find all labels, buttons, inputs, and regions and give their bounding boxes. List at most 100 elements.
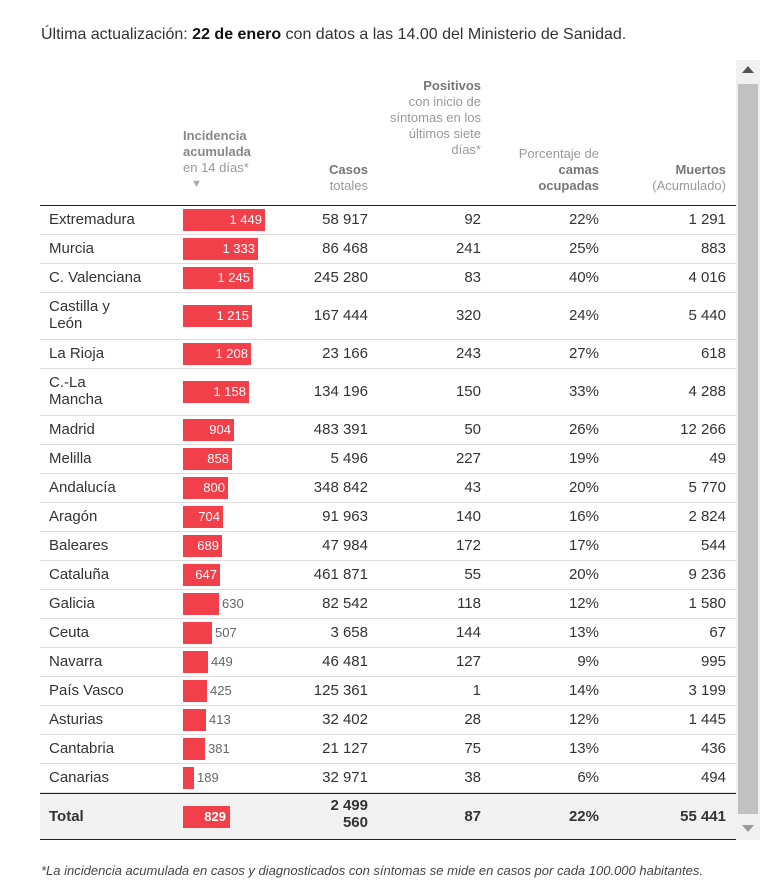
positives-cell: 43 [464,479,481,496]
bed-occupancy-cell: 17% [568,537,599,554]
cases-cell: 32 402 [322,711,368,728]
positives-cell: 55 [464,566,481,583]
bed-occupancy-cell: 26% [568,421,599,438]
positives-cell: 144 [455,624,481,641]
bed-occupancy-cell: 24% [568,307,599,324]
bed-occupancy-cell: 20% [568,566,599,583]
incidence-value: 630 [222,596,244,611]
bed-occupancy-cell: 9% [577,653,599,670]
cases-cell: 483 391 [313,421,368,438]
incidence-bar [183,381,249,403]
total-label: Total [49,808,84,825]
region-name: Cantabria [49,740,115,757]
header-divider [40,205,736,206]
deaths-cell: 1 580 [688,595,726,612]
cases-cell: 47 984 [322,537,368,554]
incidence-bar [183,622,212,644]
bed-occupancy-cell: 40% [568,269,599,286]
cases-cell: 23 166 [322,345,368,362]
data-table: Incidencia acumulada en 14 días* ▼ Casos… [40,60,736,840]
deaths-cell: 4 016 [688,269,726,286]
region-name: Canarias [49,769,110,786]
scrollbar[interactable] [736,60,760,840]
total-positives: 87 [464,808,481,825]
sort-down-icon: ▼ [191,178,202,190]
deaths-cell: 494 [700,769,726,786]
incidence-value: 904 [209,422,231,437]
scroll-down-arrow-icon[interactable] [742,825,754,832]
incidence-value: 1 158 [213,384,246,399]
incidence-value: 1 449 [229,212,262,227]
total-deaths: 55 441 [680,808,726,825]
region-name: Extremadura [49,211,135,228]
deaths-cell: 9 236 [688,566,726,583]
incidence-bar [183,564,220,586]
header-incidence[interactable]: Incidencia acumulada en 14 días* ▼ [183,128,283,192]
bed-occupancy-cell: 27% [568,345,599,362]
table-body: Extremadura 1 449 58 917 92 22% 1 291 Murcia 1 … [40,206,736,793]
deaths-cell: 883 [700,240,726,257]
incidence-bar [183,767,194,789]
incidence-value: 704 [198,509,220,524]
incidence-bar [183,506,223,528]
incidence-bar [183,535,222,557]
positives-cell: 150 [455,383,481,400]
scroll-thumb[interactable] [738,84,758,814]
positives-cell: 320 [455,307,481,324]
total-row: Total 829 2 499 560 87 22% 55 441 [40,793,736,840]
deaths-cell: 995 [700,653,726,670]
incidence-value: 1 333 [222,241,255,256]
region-name: Murcia [49,240,95,257]
incidence-value: 858 [207,451,229,466]
table-row: Galicia 630 82 542 118 12% 1 580 [40,590,736,619]
table-row: Castilla y León 1 215 167 444 320 24% 5 440 [40,293,736,340]
positives-cell: 1 [472,682,481,699]
region-name: Aragón [49,508,98,525]
region-name: Asturias [49,711,104,728]
positives-cell: 28 [464,711,481,728]
region-name: País Vasco [49,682,124,699]
positives-cell: 243 [455,345,481,362]
header-bed-occupancy[interactable]: Porcentaje de camas ocupadas [518,146,599,193]
incidence-bar [183,267,253,289]
total-incidence-bar: 829 [183,806,230,828]
cases-cell: 134 196 [313,383,368,400]
header-positives[interactable]: Positivos con inicio de síntomas en los ú… [389,78,481,157]
cases-cell: 461 871 [313,566,368,583]
bed-occupancy-cell: 25% [568,240,599,257]
positives-cell: 75 [464,740,481,757]
table-row: Murcia 1 333 86 468 241 25% 883 [40,235,736,264]
incidence-value: 1 208 [215,346,248,361]
scroll-up-arrow-icon[interactable] [742,66,754,73]
bed-occupancy-cell: 12% [568,711,599,728]
table-row: Canarias 189 32 971 38 6% 494 [40,764,736,793]
table-row: Asturias 413 32 402 28 12% 1 445 [40,706,736,735]
incidence-value: 800 [203,480,225,495]
table-row: Aragón 704 91 963 140 16% 2 824 [40,503,736,532]
bed-occupancy-cell: 33% [568,383,599,400]
region-name: Madrid [49,421,95,438]
bed-occupancy-cell: 22% [568,211,599,228]
region-name: Castilla y León [49,298,110,332]
header-deaths[interactable]: Muertos (Acumulado) [652,162,726,193]
bed-occupancy-cell: 13% [568,624,599,641]
table-row: C. Valenciana 1 245 245 280 83 40% 4 016 [40,264,736,293]
cases-cell: 5 496 [330,450,368,467]
deaths-cell: 49 [709,450,726,467]
bed-occupancy-cell: 16% [568,508,599,525]
incidence-value: 507 [215,625,237,640]
table-row: Baleares 689 47 984 172 17% 544 [40,532,736,561]
incidence-bar [183,477,228,499]
incidence-value: 647 [195,567,217,582]
cases-cell: 46 481 [322,653,368,670]
cases-cell: 91 963 [322,508,368,525]
deaths-cell: 544 [700,537,726,554]
positives-cell: 241 [455,240,481,257]
table-row: C.-La Mancha 1 158 134 196 150 33% 4 288 [40,369,736,416]
bed-occupancy-cell: 20% [568,479,599,496]
cases-cell: 32 971 [322,769,368,786]
positives-cell: 83 [464,269,481,286]
incidence-bar [183,709,206,731]
cases-cell: 82 542 [322,595,368,612]
header-cases[interactable]: Casos totales [328,162,368,193]
